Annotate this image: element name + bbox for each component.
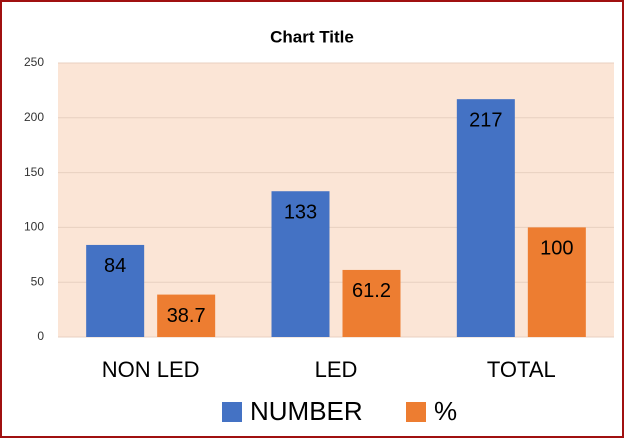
y-tick-label: 50 — [31, 274, 45, 288]
x-tick-label: TOTAL — [487, 357, 556, 382]
x-tick-label: LED — [315, 357, 358, 382]
chart-title: Chart Title — [270, 27, 354, 46]
plot-area — [58, 63, 614, 337]
legend-label: NUMBER — [250, 396, 363, 426]
value-label: 100 — [540, 238, 573, 260]
bar — [86, 244, 145, 337]
bar — [342, 269, 401, 337]
value-label: 61.2 — [352, 280, 391, 302]
legend-swatch — [222, 402, 242, 422]
y-tick-label: 150 — [24, 165, 44, 179]
value-label: 84 — [104, 255, 126, 277]
legend-label: % — [434, 396, 457, 426]
x-tick-label: NON LED — [102, 357, 200, 382]
bar — [157, 294, 216, 337]
bar — [271, 191, 330, 337]
value-label: 133 — [284, 202, 317, 224]
legend-swatch — [406, 402, 426, 422]
bar — [456, 99, 515, 337]
value-label: 217 — [469, 109, 502, 131]
y-tick-label: 250 — [24, 55, 44, 69]
y-tick-label: 100 — [24, 220, 44, 234]
value-label: 38.7 — [167, 305, 206, 327]
bar — [527, 227, 586, 337]
y-tick-label: 200 — [24, 110, 44, 124]
y-tick-label: 0 — [37, 329, 44, 343]
